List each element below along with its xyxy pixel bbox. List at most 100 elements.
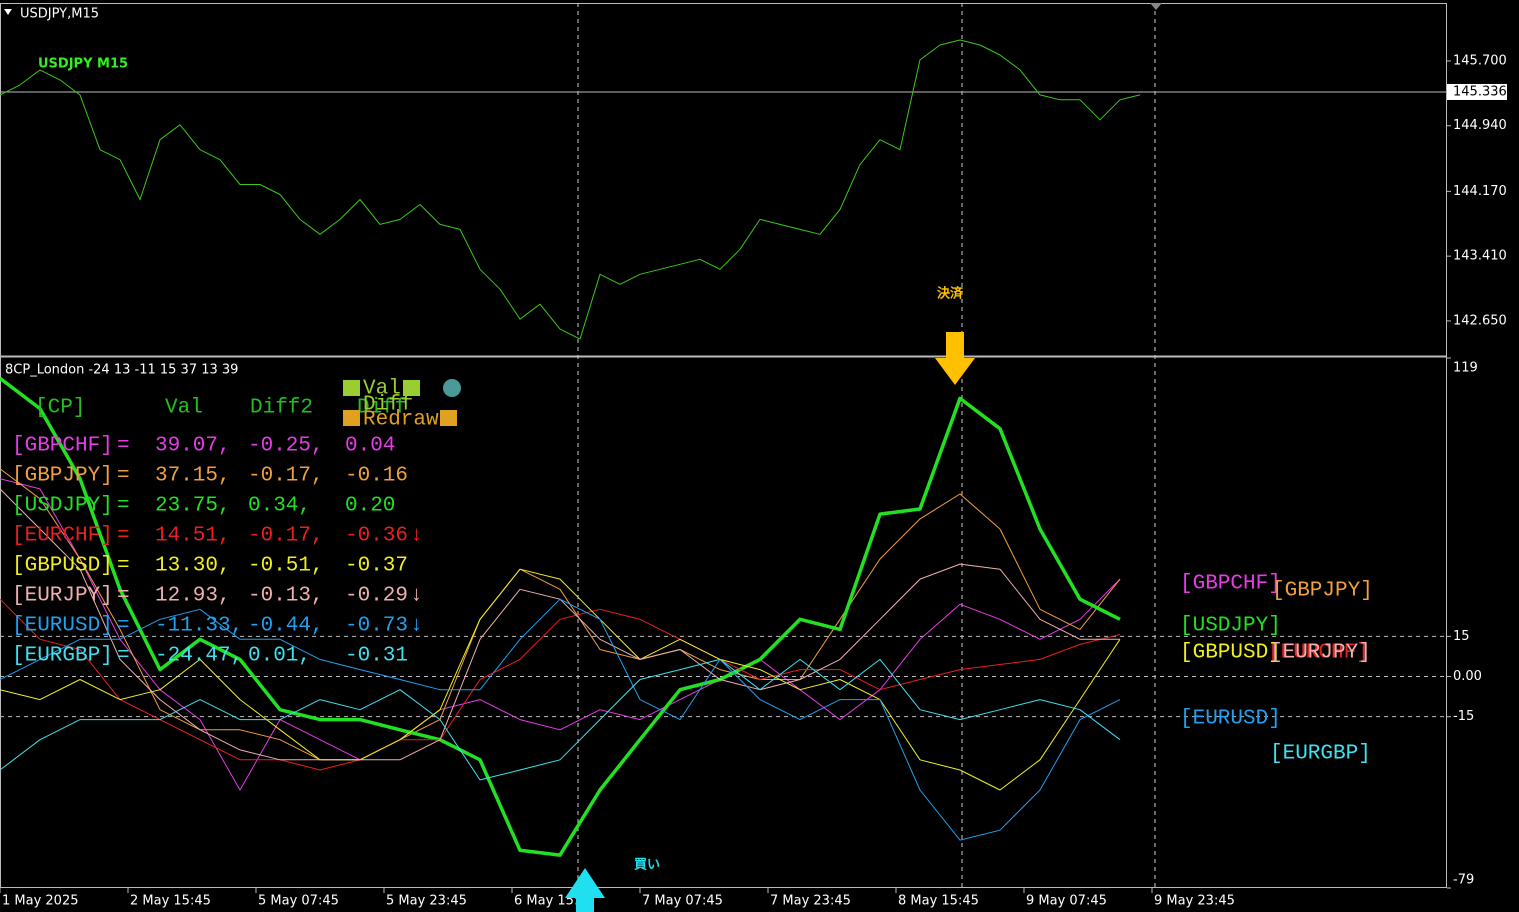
table-cell: -0.13, <box>248 585 324 608</box>
series-line <box>0 478 1121 791</box>
table-cell: = <box>117 585 130 608</box>
y-tick-label: 142.650 <box>1453 313 1507 328</box>
chart-title: USDJPY M15 <box>38 57 128 72</box>
buttons: Val Diff Redraw <box>343 378 461 432</box>
button-square[interactable] <box>343 380 360 396</box>
table-header: Diff <box>357 397 407 420</box>
annotation-arrow <box>935 332 975 385</box>
table-cell: -0.17, <box>248 465 324 488</box>
legend-label: [GBPUSD] <box>1180 642 1281 665</box>
button-label[interactable]: Val <box>363 378 401 401</box>
table-cell: = <box>117 495 130 518</box>
x-tick-label: 5 May 07:45 <box>258 894 339 909</box>
table-cell: [GBPCHF] <box>12 435 113 458</box>
series-line <box>0 658 1121 781</box>
x-tick-label: 9 May 23:45 <box>1154 894 1235 909</box>
table-cell: 0.20 <box>345 495 395 518</box>
table-cell: = <box>117 465 130 488</box>
table-header: Diff2 <box>250 397 313 420</box>
y-tick-label: 144.170 <box>1453 184 1507 199</box>
indicator-title: 8CP_London -24 13 -11 15 37 13 39 <box>5 363 238 378</box>
current-price-box <box>1447 83 1507 100</box>
table-header: [CP] <box>35 397 85 420</box>
table-cell: -0.73 <box>345 615 408 638</box>
table-cell: [EURGBP] <box>12 645 113 668</box>
table-cell: -0.25, <box>248 435 324 458</box>
y-tick-label: 145.700 <box>1453 53 1507 68</box>
table-cell: [GBPJPY] <box>12 465 113 488</box>
table-cell: [EURCHF] <box>12 525 113 548</box>
table-cell: = <box>117 645 130 668</box>
y-tick-label: 0.00 <box>1453 669 1482 684</box>
table-cell: 23.75, <box>155 495 231 518</box>
table-cell: -0.29 <box>345 585 408 608</box>
table-cell: -0.31 <box>345 645 408 668</box>
y-tick-label: 143.410 <box>1453 249 1507 264</box>
menu-triangle[interactable] <box>4 9 12 15</box>
table-cell: 0.04 <box>345 435 395 458</box>
table-cell: 12.93, <box>155 585 231 608</box>
current-price-label: 145.336 <box>1453 84 1507 99</box>
table-cell: 39.07, <box>155 435 231 458</box>
table-cell: -0.37 <box>345 555 408 578</box>
table-cell: 0.01, <box>248 645 311 668</box>
series-line <box>0 376 1121 857</box>
y-tick-label: 119 <box>1453 361 1478 376</box>
button-label[interactable]: Diff <box>363 394 413 417</box>
table-cell: ↓ <box>410 525 423 548</box>
table-cell: 37.15, <box>155 465 231 488</box>
table-cell: = <box>117 435 130 458</box>
legend-label: [EURCHF] <box>1268 642 1369 665</box>
x-tick-label: 2 May 15:45 <box>130 894 211 909</box>
x-tick-label: 8 May 15:45 <box>898 894 979 909</box>
button-circle[interactable] <box>443 379 461 397</box>
table-cell: -0.16 <box>345 465 408 488</box>
y-tick-label: -15 <box>1453 709 1474 724</box>
table-cell: 0.34, <box>248 495 311 518</box>
table-cell: ↓ <box>410 585 423 608</box>
x-tick-label: 7 May 07:45 <box>642 894 723 909</box>
x-tick-label: 1 May 2025 <box>2 894 79 909</box>
annotation: 決済 <box>937 286 964 302</box>
window-label: USDJPY,M15 <box>20 7 99 22</box>
button-label[interactable]: Redraw <box>363 409 439 432</box>
table-cell: [USDJPY] <box>12 495 113 518</box>
button-square[interactable] <box>440 410 457 426</box>
legend-label: [USDJPY] <box>1180 615 1281 638</box>
table-cell: [EURJPY] <box>12 585 113 608</box>
legend-label: [EURUSD] <box>1180 708 1281 731</box>
table-cell: ↓ <box>410 615 423 638</box>
table-cell: 14.51, <box>155 525 231 548</box>
table-cell: -24.47, <box>155 645 243 668</box>
table-cell: = <box>117 555 130 578</box>
table-cell: [EURUSD] <box>12 615 113 638</box>
legend-label: [EURJPY] <box>1270 642 1371 665</box>
series-line <box>0 568 1121 791</box>
y-tick-label: 144.940 <box>1453 118 1507 133</box>
table-header: Val <box>165 397 203 420</box>
event-lines <box>577 3 1156 888</box>
table-cell: [GBPUSD] <box>12 555 113 578</box>
x-tick-label: 5 May 23:45 <box>386 894 467 909</box>
annotation-arrow <box>565 868 605 912</box>
table-cell: -0.17, <box>248 525 324 548</box>
y-tick-label: 15 <box>1453 629 1470 644</box>
table-cell: = <box>117 525 130 548</box>
button-square[interactable] <box>403 380 420 396</box>
legend-label: [GBPCHF] <box>1180 573 1281 596</box>
series-line <box>0 598 1121 771</box>
shift-marker <box>1150 3 1162 10</box>
x-tick-label: 7 May 23:45 <box>770 894 851 909</box>
table-cell: -0.36 <box>345 525 408 548</box>
table-cell: -0.44, <box>248 615 324 638</box>
y-tick-label: -79 <box>1453 873 1474 888</box>
series-line <box>0 598 1121 841</box>
table-cell: = <box>117 615 130 638</box>
table-cell: -11.33, <box>155 615 243 638</box>
table-cell: -0.51, <box>248 555 324 578</box>
button-square[interactable] <box>343 410 360 426</box>
series-line <box>0 468 1121 761</box>
x-tick-label: 9 May 07:45 <box>1026 894 1107 909</box>
price-line <box>0 39 1141 340</box>
